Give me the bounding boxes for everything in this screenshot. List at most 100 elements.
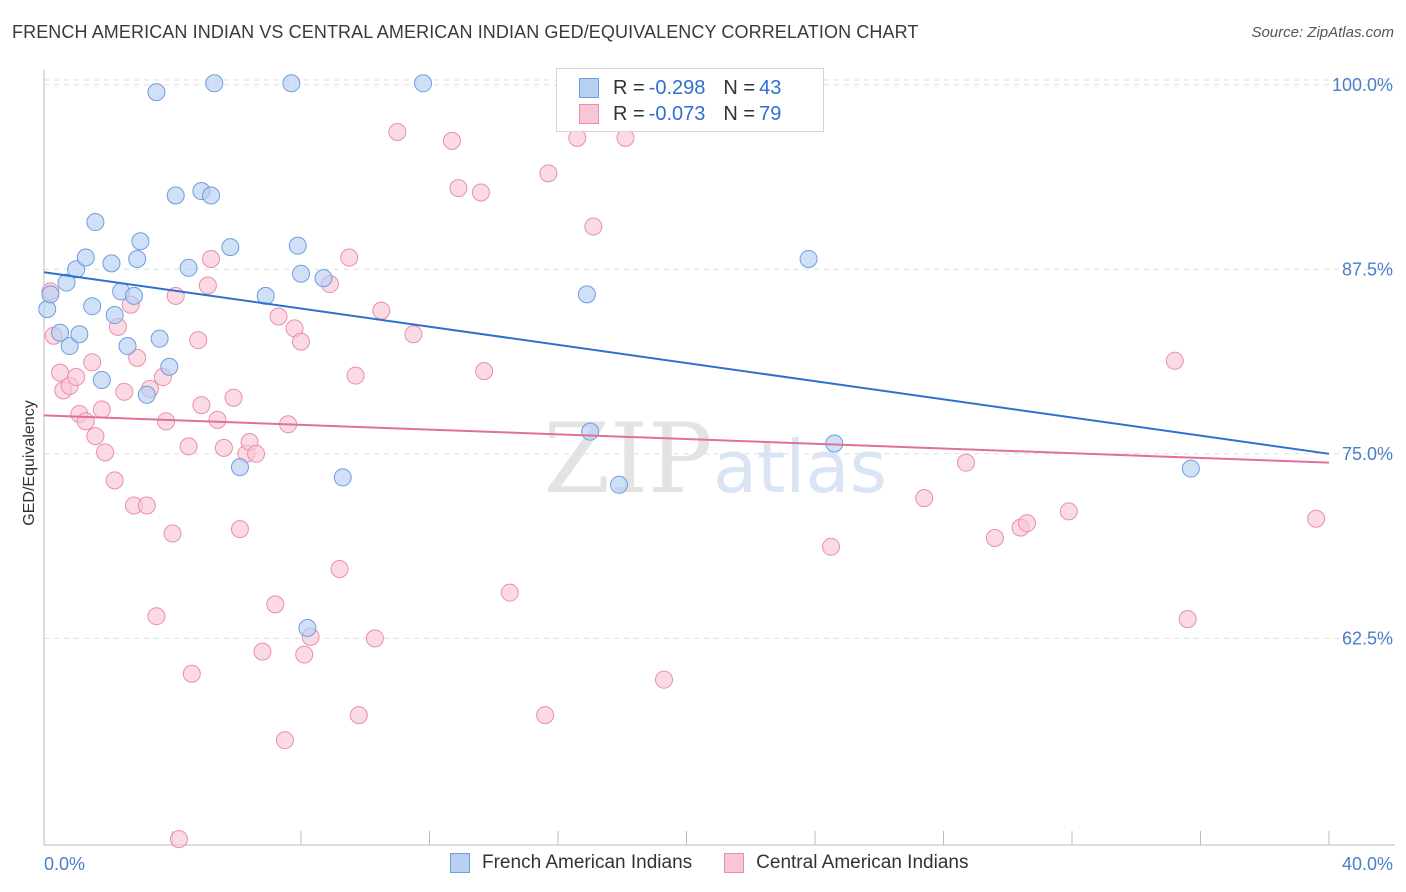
legend-r-value: -0.073 <box>648 102 706 125</box>
point-central-american-indians <box>956 453 975 472</box>
point-central-american-indians <box>655 670 674 689</box>
point-french-american-indians <box>150 329 169 348</box>
point-central-american-indians <box>137 496 156 515</box>
grid-lines <box>44 79 1395 639</box>
point-central-american-indians <box>208 410 227 429</box>
point-french-american-indians <box>137 385 156 404</box>
point-central-american-indians <box>539 164 558 183</box>
legend-label-central: Central American Indians <box>756 852 969 873</box>
point-central-american-indians <box>253 642 272 661</box>
y-tick-label: 75.0% <box>1342 444 1393 464</box>
point-french-american-indians <box>202 186 221 205</box>
x-tick-label: 0.0% <box>44 854 85 874</box>
point-central-american-indians <box>96 443 115 462</box>
point-central-american-indians <box>330 559 349 578</box>
legend-r-label: R = <box>613 102 645 125</box>
trend-line-central-american-indians <box>43 414 1330 464</box>
point-central-american-indians <box>1018 514 1037 533</box>
trend-line-french-american-indians <box>43 271 1330 455</box>
point-central-american-indians <box>169 830 188 849</box>
point-central-american-indians <box>192 396 211 415</box>
y-axis-title: GED/Equivalency <box>21 400 38 525</box>
point-central-american-indians <box>115 382 134 401</box>
point-french-american-indians <box>57 273 76 292</box>
point-central-american-indians <box>295 645 314 664</box>
legend-item-central: Central American Indians <box>724 852 968 874</box>
legend-label-french: French American Indians <box>482 852 693 873</box>
legend-n-value: 79 <box>759 102 782 125</box>
point-central-american-indians <box>404 325 423 344</box>
legend-swatch-pink <box>724 853 745 873</box>
point-french-american-indians <box>282 74 301 93</box>
watermark-zip: ZIP <box>543 403 712 515</box>
legend-row-french: R = -0.298 N = 43 <box>579 75 781 101</box>
point-french-american-indians <box>230 458 249 477</box>
point-central-american-indians <box>247 444 266 463</box>
legend-n-label: N = <box>723 76 756 99</box>
point-french-american-indians <box>160 357 179 376</box>
legend-swatch-pink <box>579 104 599 124</box>
point-central-american-indians <box>442 131 461 150</box>
point-central-american-indians <box>449 179 468 198</box>
stats-legend: R = -0.298 N = 43 R = -0.073 N = 79 <box>556 68 824 132</box>
point-french-american-indians <box>92 371 111 389</box>
point-french-american-indians <box>41 285 60 304</box>
point-central-american-indians <box>346 366 365 385</box>
point-french-american-indians <box>314 269 333 288</box>
point-french-american-indians <box>131 232 150 251</box>
point-central-american-indians <box>536 706 555 725</box>
point-central-american-indians <box>1307 509 1326 528</box>
point-central-american-indians <box>340 248 359 267</box>
legend-n-label: N = <box>723 102 756 125</box>
point-central-american-indians <box>230 520 249 539</box>
point-central-american-indians <box>157 412 176 431</box>
point-french-american-indians <box>105 306 124 325</box>
point-central-american-indians <box>915 489 934 508</box>
watermark: ZIP atlas <box>543 403 887 515</box>
point-french-american-indians <box>124 286 143 305</box>
point-central-american-indians <box>822 537 841 556</box>
chart-title: FRENCH AMERICAN INDIAN VS CENTRAL AMERIC… <box>12 22 919 42</box>
point-french-american-indians <box>102 254 121 273</box>
point-central-american-indians <box>86 427 105 446</box>
point-central-american-indians <box>269 307 288 326</box>
y-tick-label: 62.5% <box>1342 628 1393 648</box>
legend-r-value: -0.298 <box>648 76 706 99</box>
point-french-american-indians <box>166 186 185 205</box>
point-central-american-indians <box>182 664 201 683</box>
point-french-american-indians <box>799 249 818 268</box>
point-central-american-indians <box>349 706 368 725</box>
point-central-american-indians <box>365 629 384 648</box>
point-french-american-indians <box>298 619 317 637</box>
point-central-american-indians <box>83 353 102 372</box>
point-french-american-indians <box>179 258 198 277</box>
series-french-american-indians <box>38 74 1200 637</box>
point-french-american-indians <box>610 475 629 494</box>
point-central-american-indians <box>584 217 603 236</box>
legend-row-central: R = -0.073 N = 79 <box>579 101 781 127</box>
point-french-american-indians <box>1181 459 1200 478</box>
y-tick-label: 100.0% <box>1332 75 1393 95</box>
point-central-american-indians <box>224 388 243 407</box>
point-french-american-indians <box>118 337 137 356</box>
legend-swatch-blue <box>579 78 599 98</box>
point-central-american-indians <box>985 528 1004 547</box>
point-central-american-indians <box>214 438 233 457</box>
point-french-american-indians <box>221 238 240 257</box>
point-french-american-indians <box>51 323 70 342</box>
point-central-american-indians <box>266 595 285 614</box>
point-central-american-indians <box>500 583 519 602</box>
point-french-american-indians <box>147 83 166 102</box>
point-central-american-indians <box>76 412 95 431</box>
point-central-american-indians <box>471 183 490 202</box>
point-central-american-indians <box>372 301 391 320</box>
point-central-american-indians <box>292 332 310 351</box>
point-french-american-indians <box>60 337 79 356</box>
point-central-american-indians <box>388 123 407 141</box>
point-french-american-indians <box>205 74 224 93</box>
legend-r-label: R = <box>613 76 645 99</box>
tick-labels: 62.5% 75.0% 87.5% 100.0% 0.0% 40.0% <box>44 75 1393 874</box>
series-legend: French American Indians Central American… <box>450 852 1000 874</box>
point-french-american-indians <box>128 249 147 268</box>
